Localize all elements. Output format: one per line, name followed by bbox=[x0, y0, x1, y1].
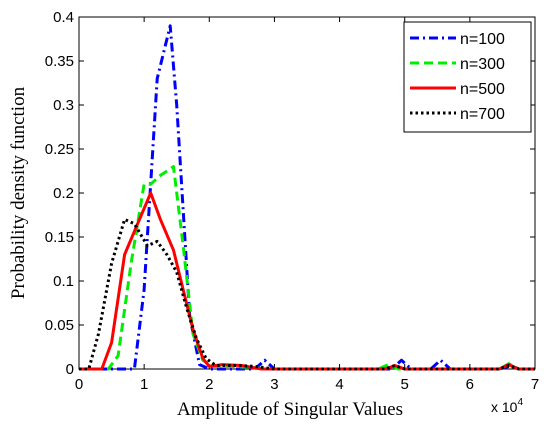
x-tick-label: 1 bbox=[140, 376, 148, 393]
y-tick-label: 0.3 bbox=[53, 97, 74, 114]
legend-label: n=300 bbox=[460, 56, 505, 73]
y-tick-label: 0.35 bbox=[45, 53, 74, 70]
x-tick-label: 2 bbox=[205, 376, 213, 393]
y-axis-ticks: 0 0.05 0.1 0.15 0.2 0.25 0.3 0.35 0.4 bbox=[45, 9, 535, 378]
legend-label: n=100 bbox=[460, 31, 505, 48]
y-tick-label: 0.4 bbox=[53, 9, 74, 26]
legend-label: n=700 bbox=[460, 106, 505, 123]
x-tick-label: 4 bbox=[335, 376, 343, 393]
x-tick-label: 3 bbox=[270, 376, 278, 393]
legend: n=100 n=300 n=500 n=700 bbox=[403, 21, 532, 133]
x-multiplier-exponent: 4 bbox=[517, 397, 523, 408]
svg-text:x 104: x 104 bbox=[491, 397, 523, 415]
x-axis-title: Amplitude of Singular Values bbox=[177, 399, 403, 420]
legend-box bbox=[403, 21, 532, 133]
series-line-n-100 bbox=[79, 24, 535, 371]
y-tick-label: 0.15 bbox=[45, 229, 74, 246]
y-tick-label: 0 bbox=[66, 361, 74, 378]
series-line-n-700 bbox=[79, 217, 535, 371]
x-tick-label: 0 bbox=[75, 376, 83, 393]
x-tick-label: 6 bbox=[466, 376, 474, 393]
x-tick-label: 7 bbox=[531, 376, 539, 393]
y-tick-label: 0.2 bbox=[53, 185, 74, 202]
y-tick-label: 0.1 bbox=[53, 273, 74, 290]
x-multiplier-base: x 10 bbox=[491, 399, 518, 415]
y-tick-label: 0.05 bbox=[45, 317, 74, 334]
y-tick-label: 0.25 bbox=[45, 141, 74, 158]
series-line-n-500 bbox=[79, 191, 535, 371]
legend-label: n=500 bbox=[460, 81, 505, 98]
y-axis-title: Probability density function bbox=[8, 86, 29, 299]
series-layer bbox=[79, 24, 535, 371]
x-axis-ticks: 0 1 2 3 4 5 6 7 bbox=[75, 17, 539, 393]
x-axis-multiplier: x 104 bbox=[491, 397, 523, 415]
x-tick-label: 5 bbox=[401, 376, 409, 393]
